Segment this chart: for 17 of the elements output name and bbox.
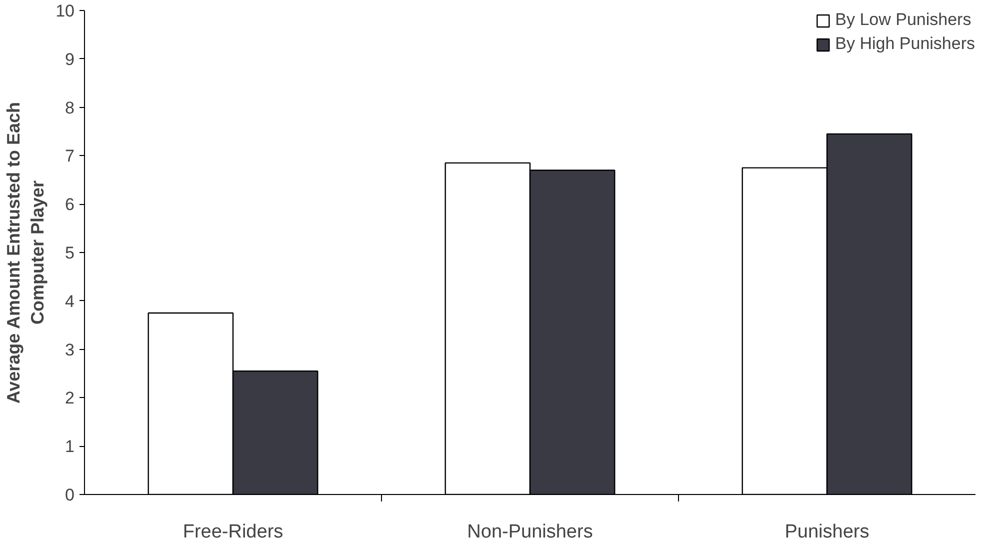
y-tick-label: 9	[65, 50, 75, 69]
y-tick-label: 1	[65, 437, 75, 456]
x-tick-label: Punishers	[784, 522, 870, 542]
y-tick-label: 2	[65, 388, 75, 408]
y-tick-label: 5	[65, 244, 75, 262]
x-tick-label: Free-Riders	[182, 522, 284, 542]
y-tick-label: 8	[65, 98, 75, 118]
y-axis-title: Average Amount Entrusted to Each Computer Player	[4, 102, 48, 404]
y-tick-label: 4	[65, 292, 75, 311]
legend-label: By High Punishers	[835, 34, 975, 54]
y-tick-label: 0	[65, 486, 75, 504]
x-tick-label: Non-Punishers	[467, 522, 593, 542]
y-tick-label: 3	[65, 340, 75, 360]
y-tick-label: 10	[56, 2, 75, 20]
y-tick-label: 7	[65, 146, 75, 166]
legend-label: By Low Punishers	[835, 10, 972, 30]
y-tick-label: 6	[65, 195, 75, 214]
